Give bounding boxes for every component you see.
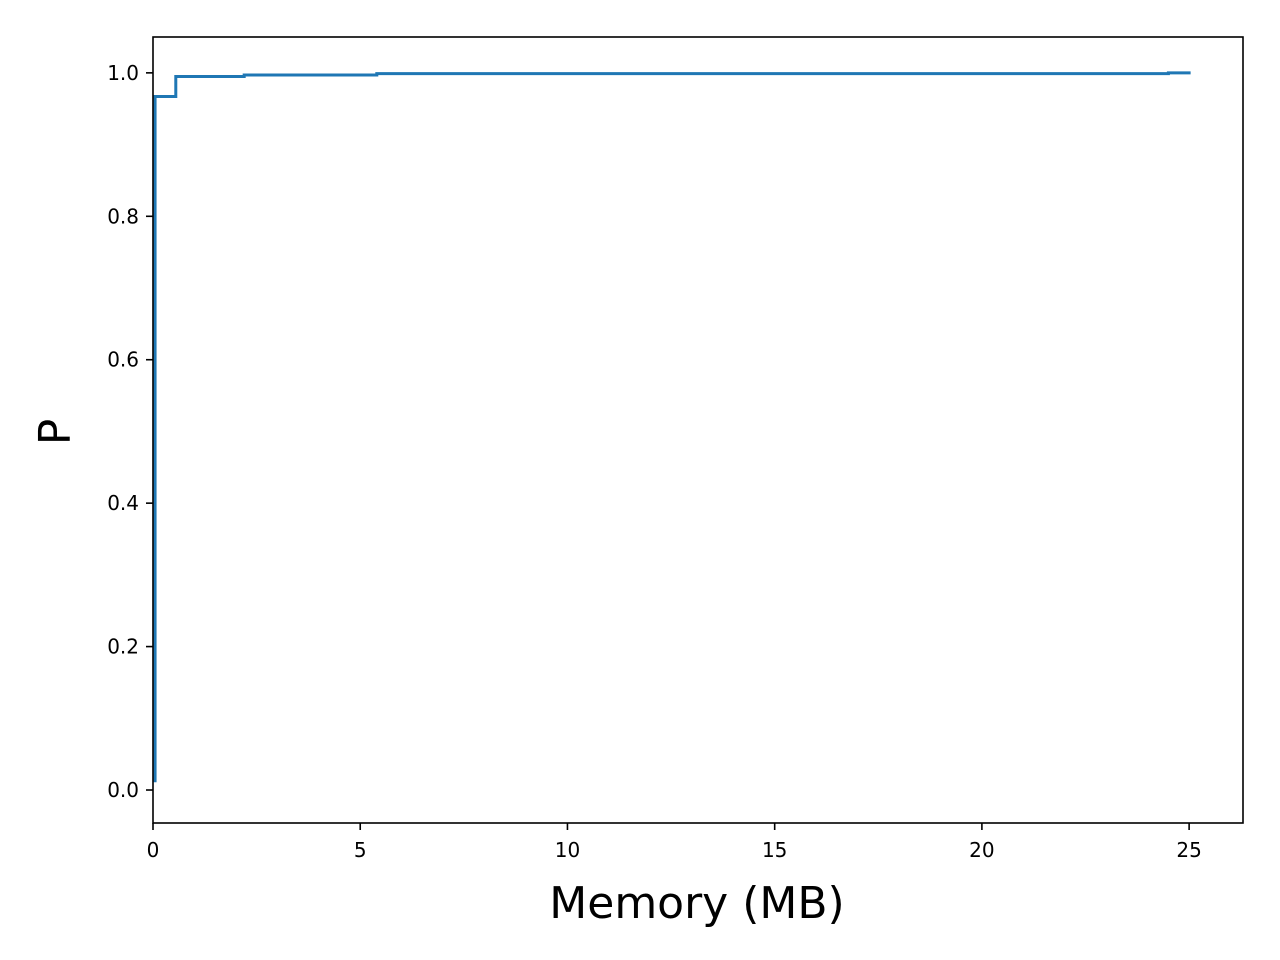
y-tick-label: 0.4 [107,491,139,515]
y-tick-label: 0.8 [107,204,139,228]
axes-frame [152,36,1244,824]
y-tick-label: 1.0 [107,61,139,85]
y-axis: 0.0 0.2 0.4 0.6 0.8 1.0 [107,61,153,802]
x-tick-label: 15 [762,838,787,862]
x-axis: 0 5 10 15 20 25 [147,823,1202,862]
x-tick-label: 5 [354,838,367,862]
x-tick-label: 20 [969,838,994,862]
y-tick-label: 0.0 [107,778,139,802]
plot-area [152,36,1244,824]
y-axis-title: P [30,419,81,446]
x-axis-title: Memory (MB) [549,878,844,929]
x-tick-label: 25 [1176,838,1201,862]
y-tick-label: 0.2 [107,635,139,659]
x-tick-label: 0 [147,838,160,862]
y-tick-label: 0.6 [107,348,139,372]
x-tick-label: 10 [555,838,580,862]
series-line-0 [153,71,1191,783]
